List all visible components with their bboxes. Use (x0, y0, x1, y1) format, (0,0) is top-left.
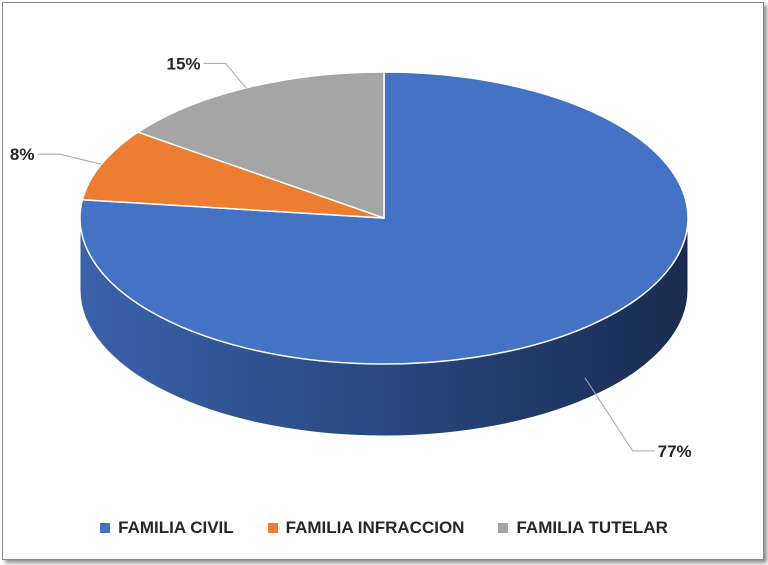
legend-swatch-0 (100, 523, 111, 533)
legend-item-2: FAMILIA TUTELAR (498, 518, 668, 538)
legend-item-0: FAMILIA CIVIL (100, 518, 234, 538)
legend-swatch-2 (498, 523, 509, 533)
data-label-0: 77% (658, 442, 692, 461)
legend-item-1: FAMILIA INFRACCION (267, 518, 465, 538)
legend-swatch-1 (267, 523, 278, 533)
leader-line-2 (203, 62, 247, 89)
legend-label-2: FAMILIA TUTELAR (516, 518, 668, 537)
legend-label-1: FAMILIA INFRACCION (285, 518, 465, 537)
legend-label-0: FAMILIA CIVIL (118, 518, 234, 537)
legend: FAMILIA CIVIL FAMILIA INFRACCION FAMILIA T… (0, 518, 768, 538)
data-label-2: 15% (167, 54, 201, 73)
leader-line-0 (584, 377, 655, 452)
pie-slice-2 (136, 71, 385, 220)
pie-slice-1 (81, 131, 385, 219)
leader-line-1 (37, 153, 102, 165)
data-label-1: 8% (10, 145, 35, 164)
